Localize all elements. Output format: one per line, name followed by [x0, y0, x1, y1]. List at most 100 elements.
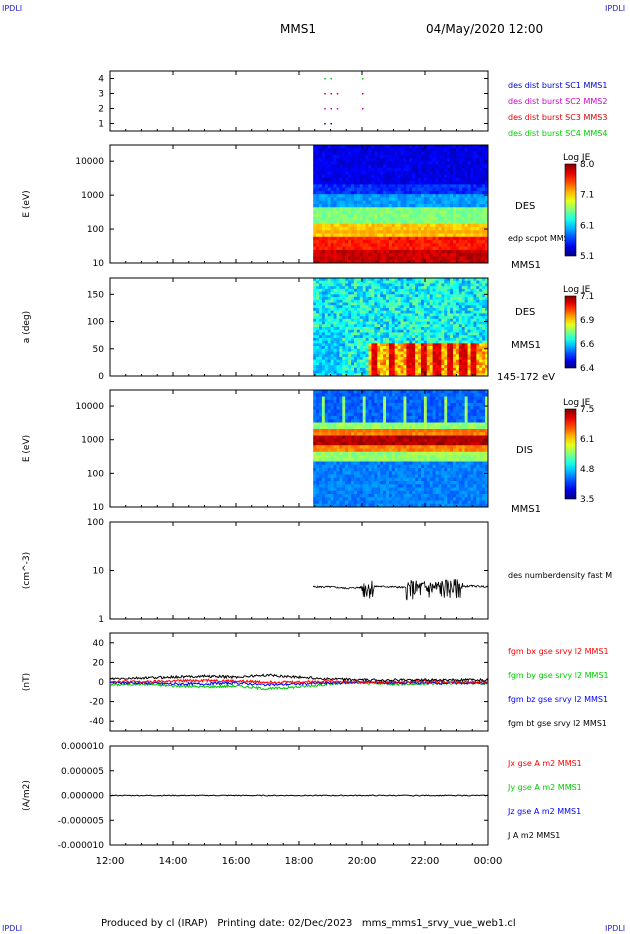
heatmap-cell: [316, 406, 320, 410]
heatmap-cell: [327, 422, 332, 427]
des-pitch-y-label: a (deg): [22, 311, 32, 343]
heatmap-cell: [423, 318, 428, 322]
heatmap-cell: [473, 351, 477, 355]
heatmap-cell: [397, 305, 401, 309]
heatmap-cell: [336, 448, 340, 453]
heatmap-cell: [467, 318, 471, 322]
heatmap-cell: [432, 148, 436, 152]
heatmap-cell: [368, 356, 372, 361]
heatmap-cell: [313, 316, 317, 320]
heatmap-cell: [455, 340, 460, 344]
heatmap-cell: [406, 230, 410, 234]
heatmap-cell: [476, 253, 480, 257]
heatmap-cell: [429, 324, 434, 328]
heatmap-cell: [359, 305, 364, 309]
heatmap-cell: [319, 373, 323, 377]
heatmap-cell: [330, 316, 334, 320]
burst-y-tick-label: 4: [98, 75, 104, 85]
heatmap-cell: [479, 348, 483, 352]
heatmap-cell: [406, 318, 410, 322]
heatmap-cell: [353, 278, 358, 282]
heatmap-cell: [330, 299, 334, 303]
heatmap-cell: [377, 164, 381, 169]
heatmap-cell: [447, 321, 451, 325]
heatmap-cell: [476, 305, 480, 309]
heatmap-cell: [377, 329, 381, 333]
heatmap-cell: [336, 346, 340, 350]
heatmap-cell: [447, 367, 451, 371]
heatmap-cell: [380, 230, 384, 234]
heatmap-cell: [345, 409, 349, 414]
heatmap-cell: [420, 346, 425, 350]
heatmap-cell: [470, 316, 474, 320]
heatmap-cell: [479, 367, 483, 371]
heatmap-cell: [388, 316, 393, 320]
heatmap-cell: [316, 299, 320, 303]
heatmap-cell: [356, 291, 361, 295]
heatmap-cell: [348, 412, 352, 417]
heatmap-cell: [330, 226, 334, 231]
heatmap-cell: [450, 158, 454, 162]
heatmap-cell: [455, 310, 460, 314]
heatmap-cell: [368, 151, 372, 156]
heatmap-cell: [313, 321, 317, 325]
heatmap-cell: [333, 283, 337, 287]
heatmap-cell: [406, 213, 410, 218]
heatmap-cell: [327, 340, 332, 344]
heatmap-cell: [342, 481, 346, 485]
heatmap-cell: [319, 458, 323, 462]
heatmap-cell: [380, 194, 384, 198]
heatmap-cell: [368, 158, 372, 162]
heatmap-cell: [429, 362, 434, 366]
heatmap-cell: [397, 177, 401, 182]
heatmap-cell: [333, 337, 337, 342]
heatmap-cell: [345, 464, 349, 469]
heatmap-cell: [377, 318, 381, 322]
heatmap-cell: [426, 288, 431, 293]
heatmap-cell: [365, 220, 369, 225]
heatmap-cell: [330, 471, 334, 475]
heatmap-cell: [313, 327, 317, 331]
heatmap-cell: [336, 445, 340, 449]
heatmap-cell: [330, 249, 334, 254]
heatmap-cell: [400, 246, 404, 251]
heatmap-cell: [351, 471, 355, 475]
heatmap-cell: [324, 240, 329, 244]
heatmap-cell: [327, 158, 332, 162]
heatmap-cell: [339, 354, 343, 358]
heatmap-cell: [330, 367, 334, 371]
heatmap-cell: [313, 337, 317, 342]
heatmap-cell: [391, 354, 396, 358]
heatmap-cell: [365, 187, 369, 192]
heatmap-cell: [351, 305, 355, 309]
heatmap-cell: [321, 249, 326, 254]
heatmap-cell: [321, 286, 326, 290]
heatmap-cell: [374, 220, 378, 225]
heatmap-cell: [348, 283, 352, 287]
heatmap-cell: [470, 365, 474, 369]
heatmap-cell: [461, 210, 466, 215]
heatmap-cell: [444, 329, 448, 333]
heatmap-cell: [394, 197, 399, 202]
heatmap-cell: [403, 240, 407, 244]
heatmap-cell: [388, 305, 393, 309]
heatmap-cell: [339, 390, 343, 394]
heatmap-cell: [458, 313, 463, 317]
heatmap-cell: [441, 302, 445, 306]
heatmap-cell: [345, 442, 349, 446]
heatmap-cell: [458, 367, 463, 371]
heatmap-cell: [429, 177, 434, 182]
heatmap-cell: [313, 256, 317, 261]
heatmap-cell: [342, 373, 346, 377]
heatmap-cell: [321, 474, 326, 479]
heatmap-cell: [324, 416, 329, 420]
heatmap-cell: [348, 158, 352, 162]
heatmap-cell: [415, 316, 419, 320]
heatmap-cell: [479, 356, 483, 361]
heatmap-cell: [345, 435, 349, 440]
heatmap-cell: [403, 259, 407, 264]
heatmap-cell: [339, 233, 343, 238]
heatmap-cell: [333, 348, 337, 352]
heatmap-cell: [316, 337, 320, 342]
heatmap-cell: [365, 310, 369, 314]
